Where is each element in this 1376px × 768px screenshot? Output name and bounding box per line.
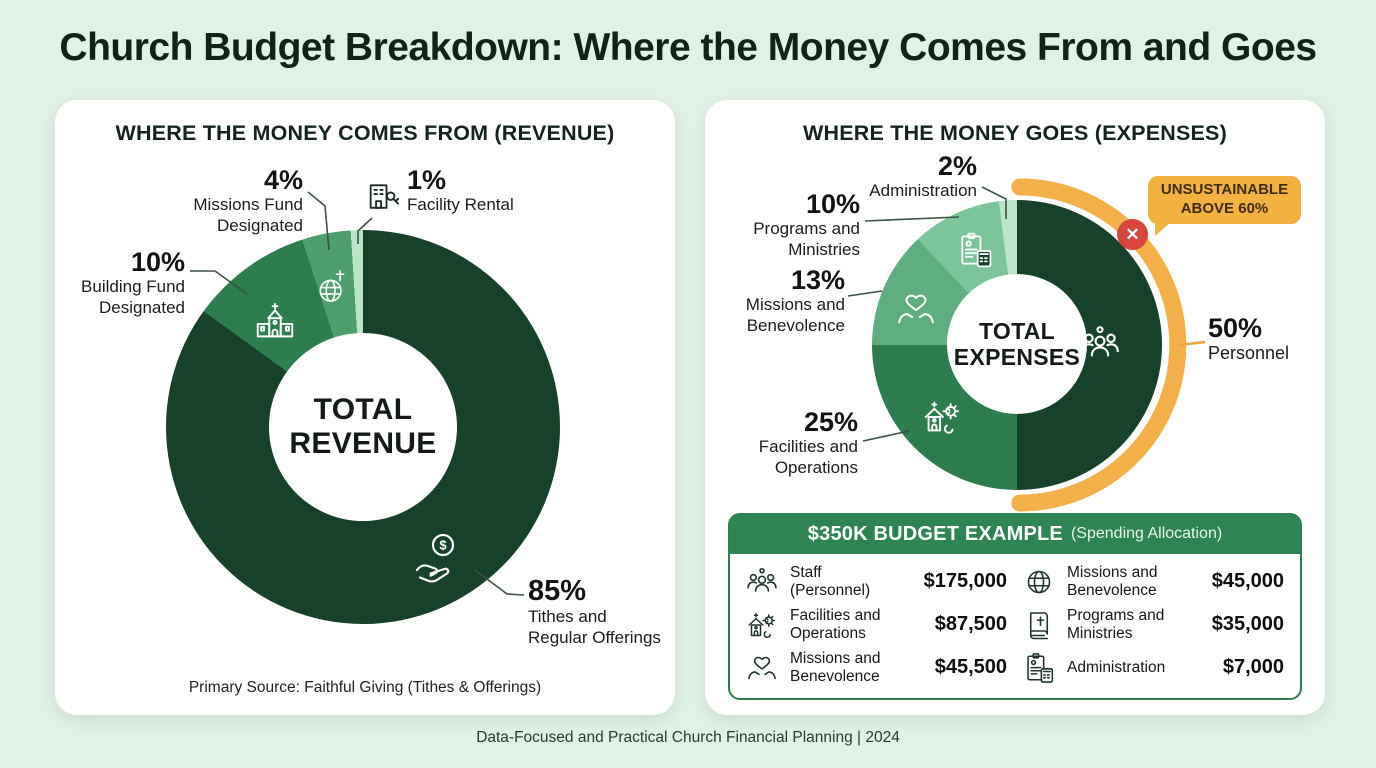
revenue-building-line2: Designated [98, 297, 185, 317]
heart-hands-icon [744, 650, 780, 686]
clipboard-calculator-icon [955, 229, 995, 271]
people-group-icon [1077, 321, 1123, 367]
budget-label-staff: Staff (Personnel) [790, 563, 871, 599]
expenses-facilities-line2: Operations [774, 457, 858, 477]
expenses-missions-line1: Missions and [745, 295, 845, 315]
expenses-programs-line1: Programs and [753, 219, 860, 239]
people-icon [744, 564, 780, 600]
revenue-center-label-top: TOTAL [313, 392, 413, 426]
revenue-panel: WHERE THE MONEY COMES FROM (REVENUE) TOT… [55, 100, 675, 715]
expenses-label-facilities: 25% Facilities and Operations [723, 407, 858, 478]
heart-hands-icon [893, 286, 939, 332]
revenue-label-tithes: 85% Tithes and Regular Offerings [528, 575, 673, 648]
footer-credit: Data-Focused and Practical Church Financ… [476, 729, 900, 746]
revenue-missions-pct: 4% [263, 165, 303, 195]
expenses-center-label-bottom: EXPENSES [953, 344, 1081, 370]
expenses-personnel-pct: 50% [1208, 313, 1263, 343]
expenses-facilities-line1: Facilities and [758, 437, 858, 457]
globe-cross-icon [314, 266, 352, 306]
budget-row-missions: Missions and Benevolence $45,000 [1021, 560, 1284, 603]
church-icon [252, 299, 298, 345]
expenses-panel-title: WHERE THE MONEY GOES (EXPENSES) [803, 121, 1227, 145]
budget-label-facilities: Facilities and Operations [790, 606, 881, 642]
unsustainable-badge-line2: ABOVE 60% [1180, 199, 1269, 217]
budget-row-staff: Staff (Personnel) $175,000 [744, 560, 1007, 603]
budget-table: Staff (Personnel) $175,000 [730, 554, 1300, 697]
expenses-label-personnel: 50% Personnel [1208, 313, 1318, 365]
building-key-icon [364, 177, 404, 217]
expenses-programs-line2: Ministries [788, 239, 860, 259]
expenses-donut-center: TOTAL EXPENSES [947, 274, 1087, 414]
revenue-missions-line2: Designated [216, 215, 303, 235]
church-gear-icon [744, 607, 780, 643]
revenue-building-pct: 10% [130, 247, 185, 277]
budget-amount-programs: $35,000 [1211, 613, 1284, 635]
budget-label-admin: Administration [1067, 658, 1166, 676]
expenses-personnel-line1: Personnel [1208, 343, 1290, 364]
budget-subtitle: (Spending Allocation) [1070, 525, 1223, 542]
unsustainable-badge: UNSUSTAINABLE ABOVE 60% [1148, 176, 1301, 235]
revenue-rental-line1: Facility Rental [407, 195, 514, 215]
expenses-center-label-top: TOTAL [978, 317, 1056, 344]
globe-icon [1021, 564, 1057, 600]
revenue-label-missions: 4% Missions Fund Designated [123, 165, 303, 236]
revenue-missions-line1: Missions Fund [193, 195, 303, 215]
church-gear-icon [919, 394, 965, 440]
budget-label-missions: Missions and Benevolence [1067, 563, 1158, 599]
revenue-center-label-bottom: REVENUE [289, 427, 437, 460]
revenue-source-note: Primary Source: Faithful Giving (Tithes … [188, 679, 542, 696]
book-cross-icon [1021, 607, 1057, 643]
budget-row-admin: Administration $7,000 [1021, 646, 1284, 689]
budget-amount-missions-benevolence: $45,500 [934, 656, 1007, 678]
expenses-missions-line2: Benevolence [746, 315, 845, 335]
revenue-tithes-line2: Regular Offerings [528, 627, 661, 647]
expenses-admin-line1: Administration [869, 181, 977, 201]
revenue-donut-center: TOTAL REVENUE [269, 333, 457, 521]
expenses-panel: WHERE THE MONEY GOES (EXPENSES) TOTAL EX… [705, 100, 1325, 715]
budget-example-box: $350K BUDGET EXAMPLE (Spending Allocatio… [728, 513, 1302, 700]
budget-example-header: $350K BUDGET EXAMPLE (Spending Allocatio… [729, 514, 1301, 554]
expenses-facilities-pct: 25% [803, 407, 858, 437]
budget-amount-facilities: $87,500 [934, 613, 1007, 635]
svg-text:$: $ [439, 538, 447, 553]
expenses-label-admin: 2% Administration [807, 151, 977, 202]
clipboard-calculator-icon [1021, 650, 1057, 686]
expenses-label-programs: 10% Programs and Ministries [725, 189, 860, 260]
expenses-programs-pct: 10% [805, 189, 860, 219]
revenue-tithes-pct: 85% [528, 575, 587, 607]
x-circle-icon: ✕ [1117, 219, 1148, 250]
budget-amount-admin: $7,000 [1222, 656, 1284, 678]
expenses-label-missions: 13% Missions and Benevolence [720, 265, 845, 336]
budget-amount-staff: $175,000 [923, 570, 1007, 592]
budget-row-facilities: Facilities and Operations $87,500 [744, 603, 1007, 646]
revenue-building-line1: Building Fund [81, 277, 185, 297]
budget-label-missions-benevolence: Missions and Benevolence [790, 649, 881, 685]
budget-title: $350K BUDGET EXAMPLE [807, 522, 1063, 545]
expenses-missions-pct: 13% [790, 265, 845, 295]
revenue-tithes-line1: Tithes and [528, 607, 607, 627]
budget-label-programs: Programs and Ministries [1067, 606, 1165, 642]
revenue-label-rental: 1% Facility Rental [407, 165, 567, 216]
expenses-admin-pct: 2% [937, 151, 977, 181]
revenue-panel-title: WHERE THE MONEY COMES FROM (REVENUE) [115, 121, 615, 145]
budget-row-missions-benevolence: Missions and Benevolence $45,500 [744, 646, 1007, 689]
revenue-label-building: 10% Building Fund Designated [60, 247, 185, 318]
budget-amount-missions: $45,000 [1211, 570, 1284, 592]
hand-coin-icon: $ [407, 528, 467, 588]
unsustainable-badge-line1: UNSUSTAINABLE [1160, 181, 1289, 198]
revenue-rental-pct: 1% [407, 165, 447, 195]
budget-row-programs: Programs and Ministries $35,000 [1021, 603, 1284, 646]
page-title: Church Budget Breakdown: Where the Money… [59, 26, 1317, 69]
